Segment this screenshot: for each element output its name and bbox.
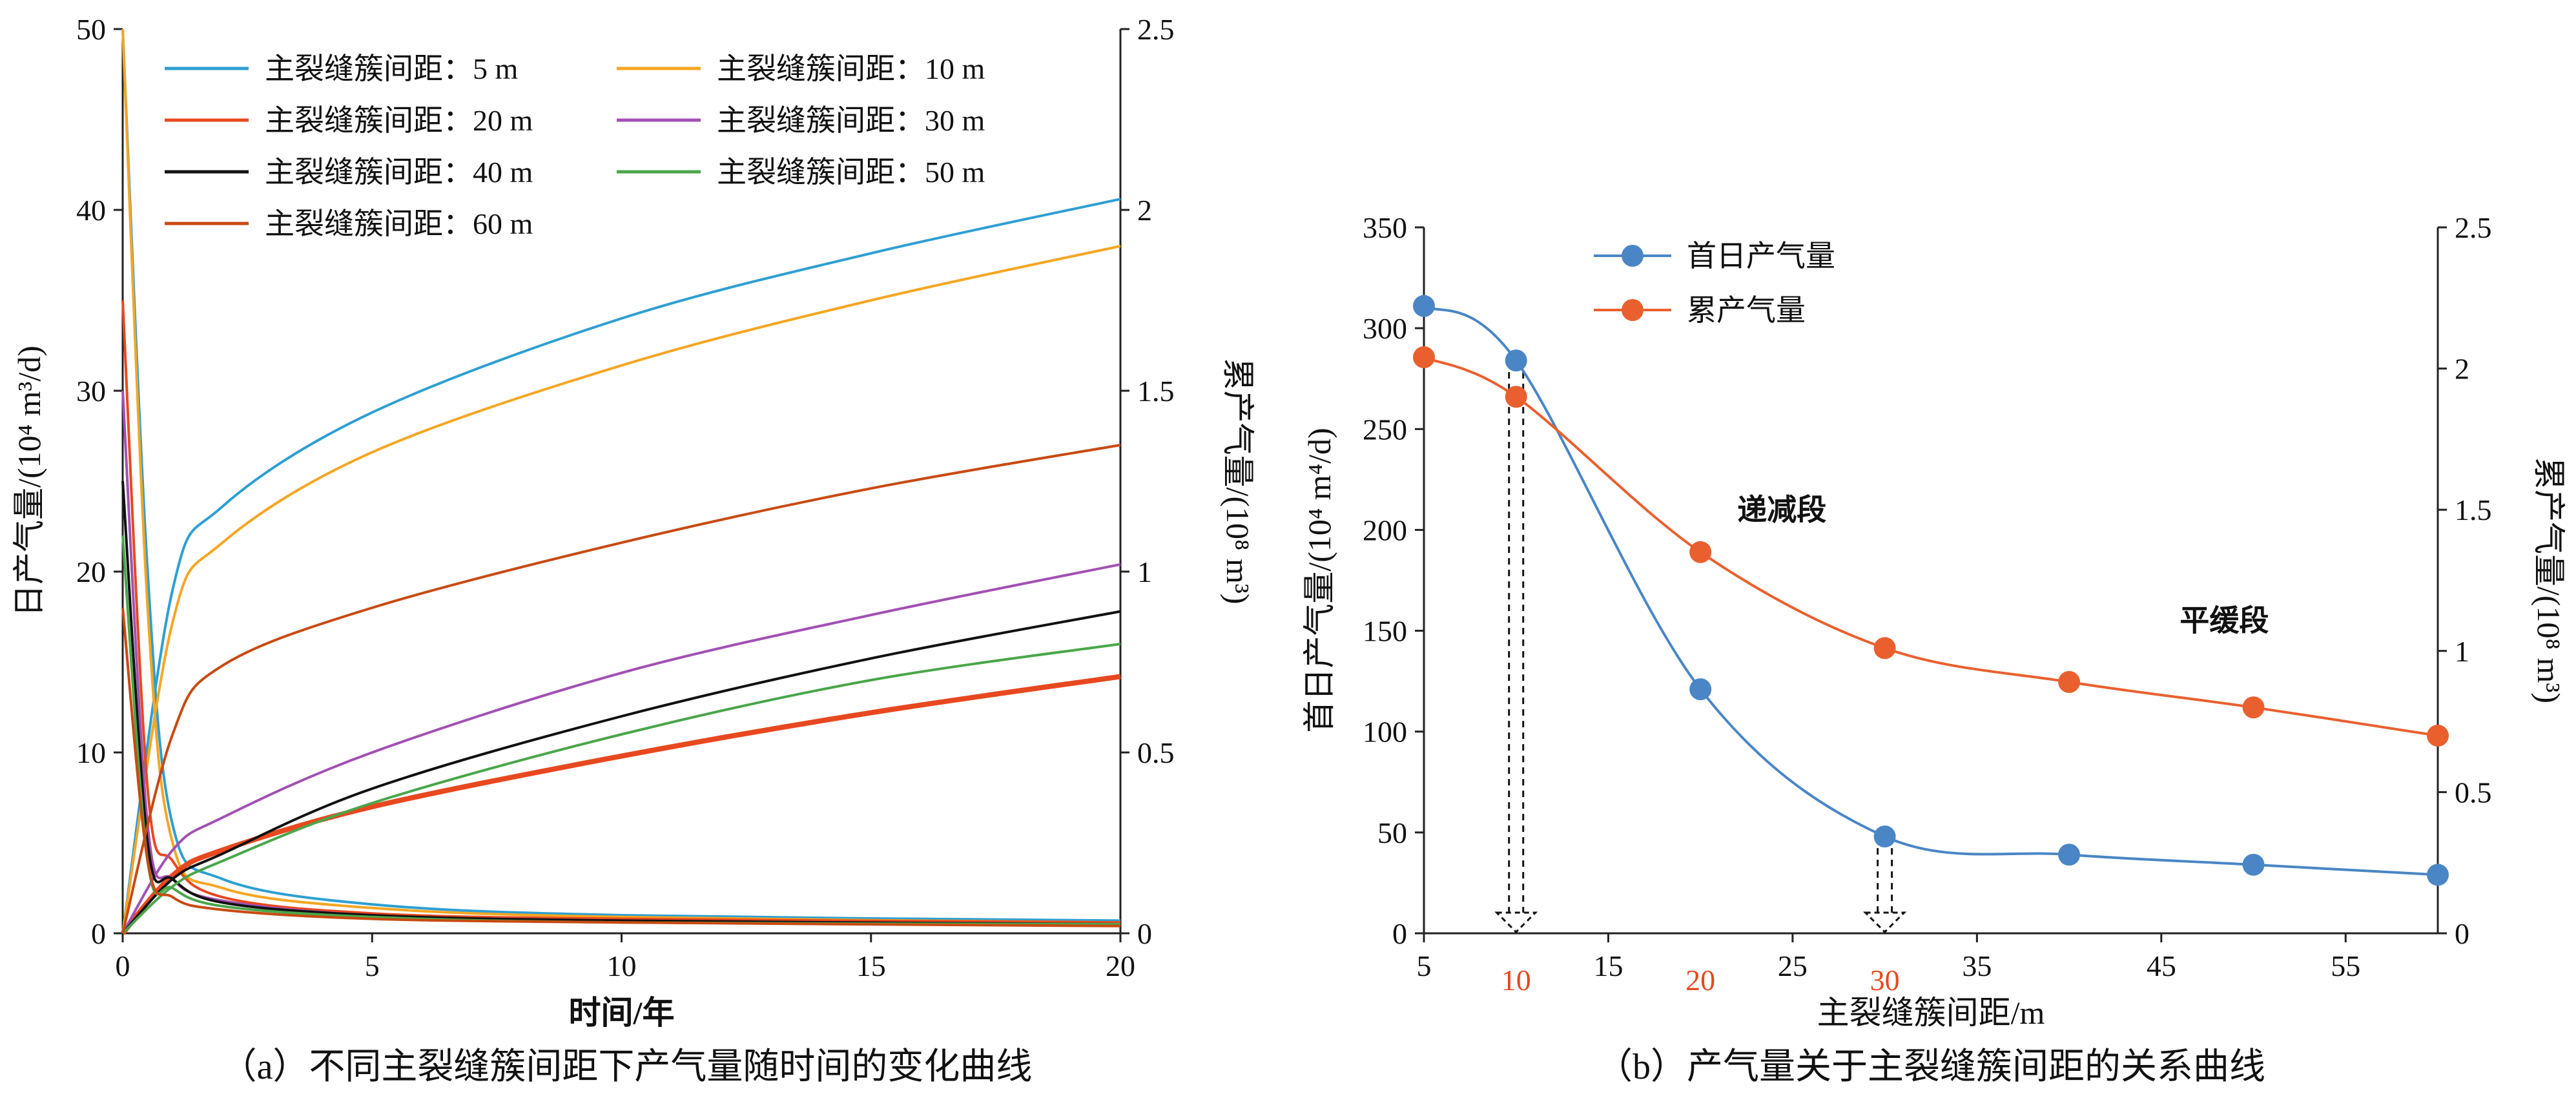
- y-left-tick-label: 30: [76, 375, 106, 408]
- data-point: [1873, 825, 1896, 848]
- annotation-label: 递减段: [1737, 493, 1826, 526]
- cumulative-series-line: [120, 674, 1121, 935]
- legend-label: 首日产气量: [1687, 240, 1835, 273]
- data-point: [1505, 386, 1527, 408]
- y-right-tick-label: 2: [1137, 194, 1152, 227]
- cumulative-series-line: [121, 610, 1121, 935]
- data-point: [1689, 541, 1712, 563]
- cumulative-series-line: [121, 198, 1121, 934]
- legend-label: 主裂缝簇间距：60 m: [265, 207, 533, 240]
- y-left-tick-label: 0: [1392, 917, 1407, 950]
- y-right-tick-label: 0.5: [2455, 776, 2492, 809]
- y-right-tick-label: 2: [2455, 353, 2469, 386]
- drop-arrow-head: [1863, 911, 1907, 934]
- drop-arrow-head: [1494, 911, 1538, 934]
- x-tick-label: 25: [1778, 949, 1808, 982]
- legend-label: 主裂缝簇间距：20 m: [265, 104, 533, 137]
- y-left-tick-label: 300: [1363, 312, 1407, 345]
- data-point: [1413, 346, 1435, 369]
- x-tick-label: 45: [2147, 949, 2176, 982]
- x-tick-label: 35: [1962, 949, 1992, 982]
- y-left-tick-label: 250: [1363, 413, 1407, 446]
- y-left-tick-label: 10: [76, 736, 106, 769]
- data-point: [2058, 670, 2081, 693]
- legend-marker: [1622, 245, 1643, 267]
- y-left-tick-label: 40: [76, 194, 106, 227]
- caption: （b）产气量关于主裂缝簇间距的关系曲线: [1596, 1047, 2265, 1087]
- legend-label: 主裂缝簇间距：40 m: [265, 156, 533, 189]
- y-left-tick-label: 50: [1377, 816, 1407, 849]
- y-right-axis-title: 累产气量/(10⁸ m³): [1220, 358, 1256, 604]
- y-left-axis-title: 首日产气量/(10⁴ m⁴/d): [1301, 428, 1337, 732]
- data-point: [2427, 724, 2449, 747]
- data-point: [1873, 637, 1896, 659]
- caption: （a）不同主裂缝簇间距下产气量随时间的变化曲线: [221, 1047, 1033, 1087]
- y-left-tick-label: 150: [1363, 615, 1407, 648]
- legend-label: 累产气量: [1687, 294, 1806, 327]
- cumulative-series-line: [121, 444, 1121, 934]
- legend-label: 主裂缝簇间距：50 m: [717, 156, 985, 189]
- y-left-tick-label: 20: [76, 555, 106, 588]
- y-right-tick-label: 1: [1137, 555, 1152, 588]
- x-axis-title: 时间/年: [569, 995, 675, 1031]
- data-point: [2058, 844, 2081, 866]
- x-tick-label: 0: [116, 949, 130, 982]
- x-highlight-label: 10: [1501, 964, 1531, 997]
- data-point: [2427, 864, 2449, 886]
- x-tick-label: 10: [607, 949, 637, 982]
- y-right-tick-label: 0.5: [1137, 736, 1175, 769]
- data-point: [2242, 696, 2265, 719]
- y-left-tick-label: 100: [1363, 716, 1407, 749]
- x-tick-label: 15: [1593, 949, 1623, 982]
- y-right-tick-label: 2.5: [1137, 13, 1175, 46]
- series-line: [1423, 356, 2438, 737]
- daily-series-line: [121, 300, 1121, 924]
- x-tick-label: 55: [2331, 949, 2360, 982]
- cumulative-series-line: [121, 643, 1121, 935]
- y-right-tick-label: 1.5: [1137, 375, 1175, 408]
- y-right-axis-title: 累产气量/(10⁸ m³): [2531, 457, 2567, 703]
- y-right-tick-label: 1: [2455, 635, 2469, 668]
- legend-label: 主裂缝簇间距：30 m: [717, 104, 985, 137]
- x-tick-label: 20: [1106, 949, 1135, 982]
- data-point: [1689, 678, 1712, 701]
- y-right-tick-label: 0: [2455, 917, 2469, 950]
- x-tick-label: 15: [856, 949, 886, 982]
- y-left-tick-label: 200: [1363, 513, 1407, 546]
- data-point: [1505, 349, 1527, 372]
- annotation-label: 平缓段: [2179, 605, 2269, 637]
- legend-marker: [1622, 299, 1643, 321]
- y-left-axis-title: 日产气量/(10⁴ m³/d): [11, 346, 47, 617]
- legend-label: 主裂缝簇间距：10 m: [717, 52, 985, 85]
- legend-label: 主裂缝簇间距：5 m: [265, 52, 519, 85]
- y-left-tick-label: 50: [76, 13, 106, 46]
- y-right-tick-label: 0: [1137, 917, 1152, 950]
- data-point: [2242, 853, 2265, 876]
- cumulative-series-line: [121, 245, 1121, 934]
- chart-a: 0 5 10 15 200102030405000.511.522.5时间/年日产气量/…: [11, 13, 1256, 1087]
- x-axis-title: 主裂缝簇间距/m: [1817, 995, 2045, 1031]
- x-highlight-label: 20: [1685, 964, 1715, 997]
- x-highlight-label: 30: [1870, 964, 1900, 997]
- daily-series-line: [121, 481, 1121, 926]
- daily-series-line: [121, 607, 1121, 927]
- x-tick-label: 5: [1417, 949, 1432, 982]
- y-right-tick-label: 1.5: [2455, 493, 2492, 526]
- series-line: [1423, 305, 2438, 876]
- y-left-tick-label: 350: [1363, 211, 1407, 244]
- data-point: [1413, 295, 1435, 317]
- y-left-tick-label: 0: [91, 917, 106, 950]
- x-tick-label: 5: [365, 949, 380, 982]
- cumulative-series-line: [121, 563, 1121, 935]
- y-right-tick-label: 2.5: [2455, 211, 2492, 244]
